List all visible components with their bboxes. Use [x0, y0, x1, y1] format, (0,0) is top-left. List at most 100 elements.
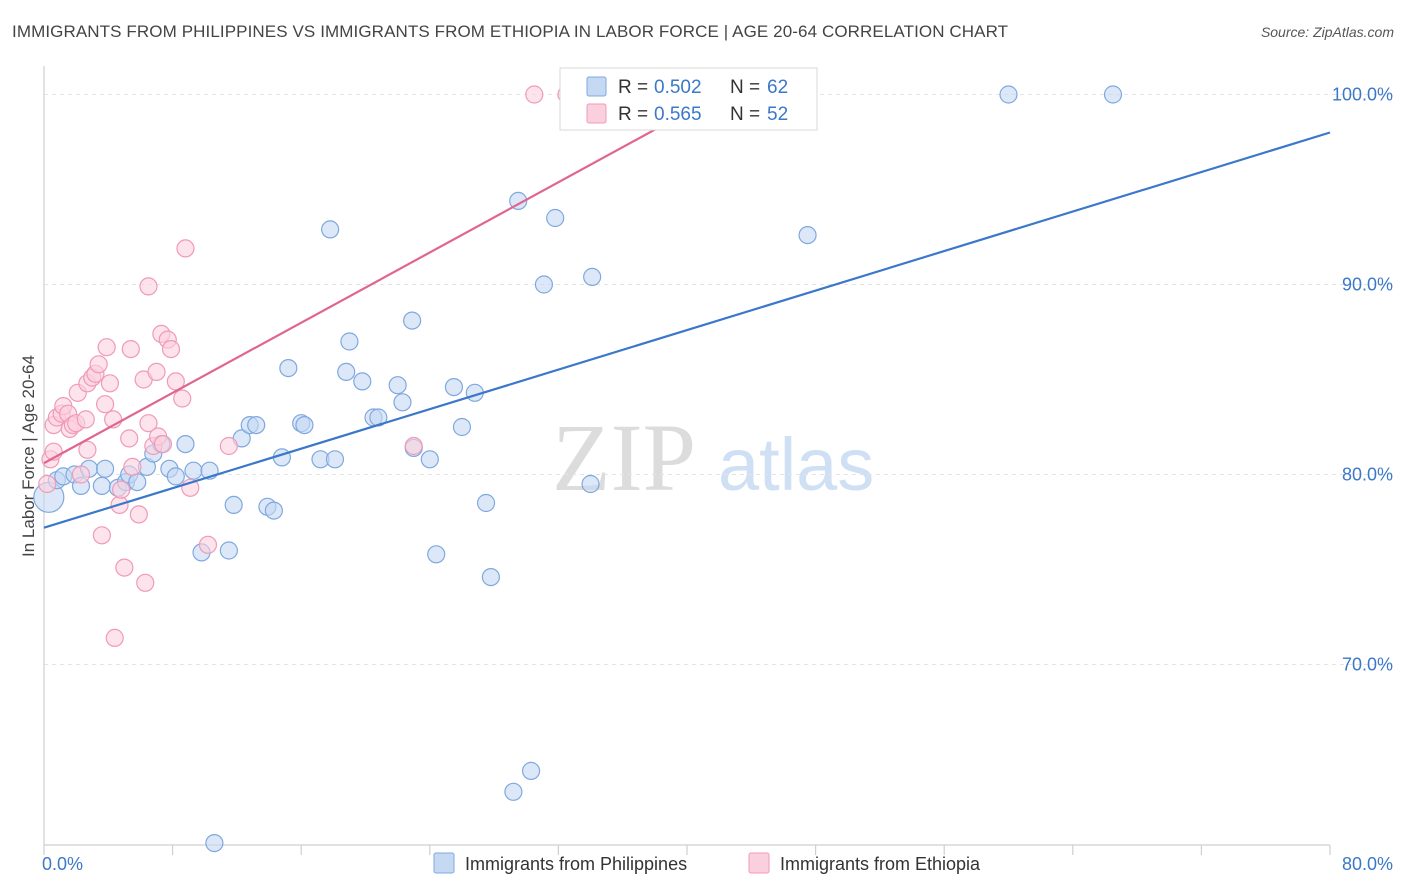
- point-philippines-27: [264, 501, 283, 520]
- point-philippines-25: [247, 416, 266, 435]
- point-ethiopia-21: [97, 338, 116, 357]
- gridlines: [44, 94, 1394, 665]
- point-ethiopia-46: [198, 535, 218, 554]
- point-ethiopia-41: [161, 340, 181, 359]
- point-philippines-33: [325, 450, 345, 469]
- point-philippines-53: [534, 275, 554, 294]
- point-philippines-44: [427, 545, 446, 564]
- point-philippines-45: [444, 378, 464, 397]
- legend-swatch-ethiopia: [586, 103, 607, 124]
- legend-n-value-philippines: 62: [767, 77, 788, 98]
- point-ethiopia-22: [100, 374, 120, 393]
- legend-swatch-philippines: [586, 76, 607, 97]
- legend-r-value-philippines: 0.502: [654, 77, 702, 98]
- point-philippines-54: [546, 208, 565, 228]
- point-philippines-55: [581, 474, 600, 494]
- bottom-legend-swatch-philippines: [433, 852, 455, 874]
- point-ethiopia-24: [105, 628, 124, 648]
- point-ethiopia-20: [95, 395, 115, 414]
- point-philippines-46: [452, 417, 472, 437]
- point-philippines-56: [583, 267, 602, 286]
- watermark-zip: ZIP: [552, 404, 696, 511]
- point-ethiopia-43: [173, 389, 192, 408]
- source-credit: Source: ZipAtlas.com: [1260, 24, 1394, 40]
- point-ethiopia-44: [176, 239, 195, 258]
- point-philippines-61: [1103, 85, 1123, 104]
- y-tick-label-3: 100.0%: [1332, 85, 1393, 105]
- point-philippines-35: [340, 332, 359, 351]
- point-ethiopia-29: [121, 340, 140, 359]
- point-philippines-40: [393, 393, 412, 412]
- legend-n-value-ethiopia: 52: [767, 104, 788, 125]
- point-philippines-60: [999, 85, 1018, 104]
- point-philippines-31: [295, 416, 314, 435]
- point-ethiopia-33: [136, 573, 155, 592]
- watermark-atlas: atlas: [718, 423, 874, 506]
- x-ticks: [43, 845, 1331, 855]
- bottom-legend-label-philippines: Immigrants from Philippines: [465, 854, 687, 874]
- legend-n-label-philippines: N =: [730, 77, 760, 98]
- point-philippines-18: [184, 461, 203, 480]
- point-philippines-43: [420, 450, 439, 469]
- point-ethiopia-50: [525, 85, 544, 104]
- point-philippines-22: [224, 495, 243, 514]
- point-philippines-11: [128, 473, 147, 492]
- y-axis-label: In Labor Force | Age 20-64: [19, 355, 38, 557]
- point-philippines-36: [353, 372, 372, 391]
- point-ethiopia-26: [112, 480, 131, 499]
- point-ethiopia-27: [115, 558, 134, 577]
- trend-line-philippines: [43, 131, 1331, 529]
- point-philippines-58: [321, 220, 340, 239]
- point-philippines-41: [403, 311, 422, 330]
- trend-line-ethiopia: [43, 93, 720, 465]
- point-philippines-59: [798, 226, 817, 245]
- legend-r-label-ethiopia: R =: [618, 104, 648, 125]
- x-tick-label-0: 0.0%: [42, 854, 83, 874]
- point-ethiopia-14: [78, 440, 97, 459]
- correlation-legend: R = 0.502 N = 62 R = 0.565 N = 52: [559, 67, 818, 131]
- point-philippines-29: [279, 359, 298, 378]
- point-philippines-34: [337, 362, 356, 381]
- legend-r-label-philippines: R =: [618, 77, 648, 98]
- point-ethiopia-47: [219, 436, 238, 456]
- point-ethiopia-36: [147, 362, 166, 381]
- y-tick-label-0: 70.0%: [1342, 655, 1393, 675]
- point-ethiopia-39: [153, 435, 173, 454]
- y-tick-label-1: 80.0%: [1342, 465, 1393, 485]
- watermark: ZIP atlas: [552, 404, 874, 511]
- series-philippines-points: [33, 85, 1123, 853]
- point-philippines-39: [388, 376, 407, 395]
- chart-title: IMMIGRANTS FROM PHILIPPINES VS IMMIGRANT…: [12, 22, 1009, 41]
- point-philippines-17: [176, 435, 195, 454]
- point-philippines-6: [95, 459, 115, 478]
- point-philippines-16: [166, 467, 185, 486]
- x-tick-labels: 0.0% 80.0%: [42, 854, 1393, 874]
- point-philippines-51: [521, 761, 541, 781]
- y-tick-labels: 70.0% 80.0% 90.0% 100.0%: [1332, 85, 1393, 675]
- series-legend: Immigrants from Philippines Immigrants f…: [433, 852, 981, 874]
- point-ethiopia-0: [38, 474, 57, 494]
- point-philippines-7: [92, 476, 111, 495]
- trend-lines: [43, 93, 1331, 529]
- series-ethiopia-points: [38, 85, 576, 648]
- y-tick-label-2: 90.0%: [1342, 275, 1393, 295]
- bottom-legend-label-ethiopia: Immigrants from Ethiopia: [780, 854, 981, 874]
- point-philippines-48: [476, 493, 496, 513]
- point-ethiopia-13: [76, 410, 95, 429]
- bottom-legend-swatch-ethiopia: [748, 852, 770, 874]
- point-philippines-50: [509, 191, 528, 210]
- point-ethiopia-31: [129, 505, 148, 524]
- point-ethiopia-34: [139, 414, 158, 433]
- legend-n-label-ethiopia: N =: [730, 104, 760, 125]
- point-ethiopia-18: [89, 355, 108, 374]
- point-philippines-57: [205, 833, 224, 853]
- point-philippines-49: [481, 567, 500, 587]
- x-tick-label-1: 80.0%: [1342, 854, 1393, 874]
- point-ethiopia-12: [71, 465, 91, 484]
- point-philippines-52: [504, 782, 523, 801]
- point-ethiopia-30: [123, 457, 142, 476]
- point-ethiopia-19: [92, 526, 111, 545]
- point-ethiopia-49: [404, 436, 423, 456]
- point-philippines-21: [219, 541, 238, 560]
